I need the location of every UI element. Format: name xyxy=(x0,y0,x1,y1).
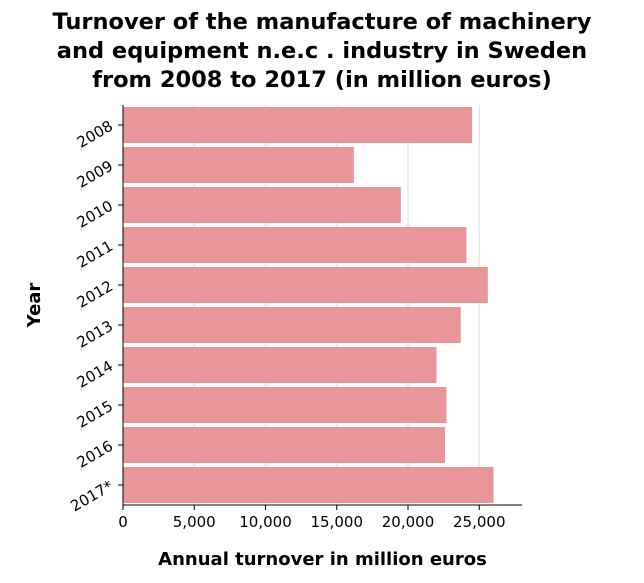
x-tick-label: 10,000 xyxy=(239,513,292,531)
x-axis-ticks: 0 5,000 10,000 15,000 20,000 25,000 xyxy=(118,505,506,531)
x-tick-label: 0 xyxy=(118,513,128,531)
bar-2015 xyxy=(123,387,447,423)
y-tick-label: 2013 xyxy=(74,317,116,352)
y-tick-label: 2012 xyxy=(74,277,116,312)
y-tick-label: 2008 xyxy=(74,117,116,152)
bar-2014 xyxy=(123,347,437,383)
y-tick-label: 2014 xyxy=(74,357,116,392)
bar-2009 xyxy=(123,147,354,183)
bar-2016 xyxy=(123,427,446,463)
x-tick-label: 25,000 xyxy=(453,513,506,531)
bars xyxy=(123,107,494,503)
bar-2013 xyxy=(123,307,461,343)
y-axis-label: Year xyxy=(24,283,45,329)
y-tick-label: 2010 xyxy=(74,197,116,232)
x-tick-label: 5,000 xyxy=(173,513,216,531)
y-tick-label: 2011 xyxy=(74,237,116,272)
x-axis-label: Annual turnover in million euros xyxy=(158,549,487,570)
chart-title-line: and equipment n.e.c . industry in Sweden xyxy=(57,38,587,64)
y-tick-label: 2009 xyxy=(74,157,116,192)
y-tick-label: 2015 xyxy=(74,397,116,432)
chart-title-line: Turnover of the manufacture of machinery xyxy=(52,9,591,35)
bar-2010 xyxy=(123,187,401,223)
x-tick-label: 20,000 xyxy=(382,513,435,531)
y-tick-label: 2016 xyxy=(74,437,116,472)
bar-2008 xyxy=(123,107,473,143)
bar-2011 xyxy=(123,227,467,263)
y-tick-label: 2017* xyxy=(67,477,116,516)
x-tick-label: 15,000 xyxy=(311,513,364,531)
bar-2017 xyxy=(123,467,494,503)
bar-2012 xyxy=(123,267,488,303)
y-axis-ticks: 2008 2009 2010 2011 2012 2013 2014 2015 2016 2017… xyxy=(67,117,123,515)
chart-title-line: from 2008 to 2017 (in million euros) xyxy=(92,67,552,93)
chart-title: Turnover of the manufacture of machinery… xyxy=(52,9,591,93)
